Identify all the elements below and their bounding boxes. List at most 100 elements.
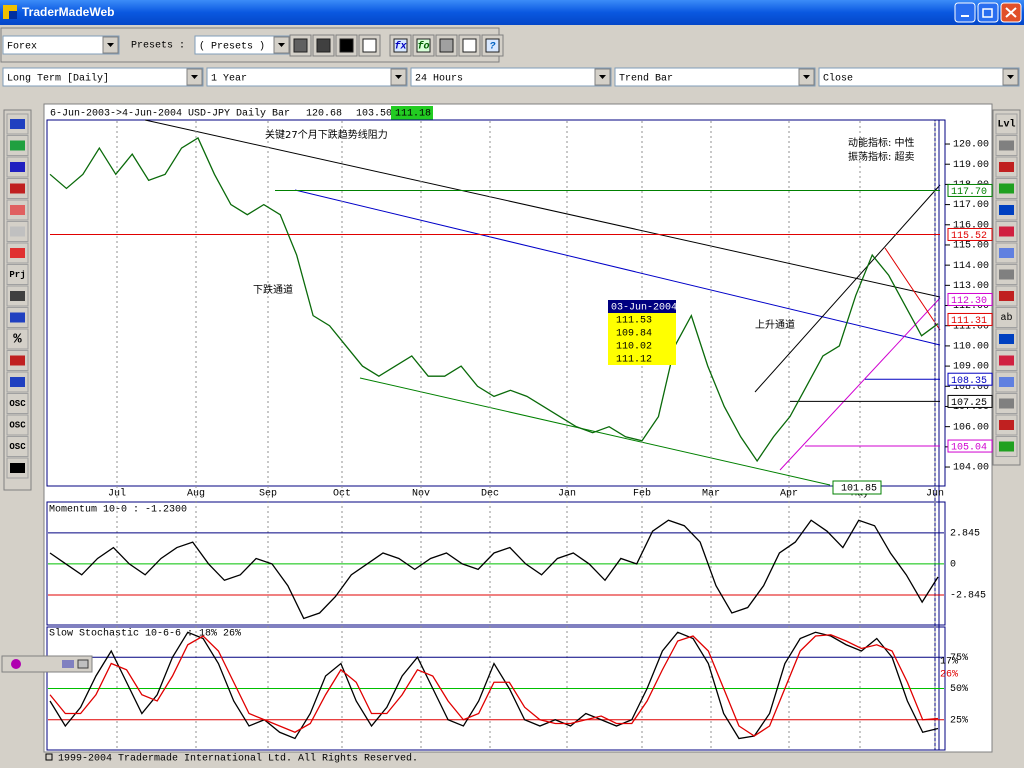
level-label: 108.35 bbox=[951, 376, 987, 387]
month-label: Oct bbox=[333, 489, 351, 500]
price-panel bbox=[46, 119, 946, 487]
level-box bbox=[947, 227, 993, 241]
chart-low: 103.50 bbox=[356, 109, 392, 120]
tooltip-value: 111.12 bbox=[616, 355, 652, 366]
level-box bbox=[947, 394, 993, 408]
month-label: Feb bbox=[633, 488, 651, 500]
y-tick-label: -2.845 bbox=[950, 591, 986, 602]
combobox[interactable] bbox=[818, 67, 1020, 87]
level-box bbox=[947, 439, 993, 453]
y-tick-label: 25% bbox=[950, 715, 968, 726]
trend-lines bbox=[144, 119, 941, 750]
right-tool-glyph bbox=[999, 355, 1014, 366]
price-line bbox=[49, 137, 939, 463]
level-label: 112.30 bbox=[951, 296, 987, 307]
restore-button[interactable] bbox=[977, 2, 999, 23]
left-tool-label: OSC bbox=[9, 399, 26, 409]
level-label: 117.70 bbox=[951, 187, 987, 198]
right-tool-label: Lvl bbox=[997, 119, 1015, 131]
minimize-button[interactable] bbox=[954, 2, 976, 23]
left-tool-button[interactable] bbox=[6, 328, 29, 350]
level-box bbox=[947, 372, 993, 386]
combobox-value: Close bbox=[823, 73, 853, 85]
d-label: 26% bbox=[940, 670, 958, 681]
left-tool-button[interactable] bbox=[6, 393, 29, 414]
combobox[interactable] bbox=[206, 67, 408, 87]
stochastic-line bbox=[49, 631, 939, 740]
up-channel-line bbox=[754, 184, 941, 393]
toolbar-glyph bbox=[439, 38, 454, 53]
left-tool-glyph bbox=[10, 463, 25, 473]
annotation: 动能指标: 中性 bbox=[848, 136, 915, 149]
left-tool-glyph bbox=[10, 291, 25, 301]
y-tick-label: 109.00 bbox=[953, 362, 989, 373]
y-tick-label: 106.00 bbox=[953, 422, 989, 433]
toolbar-glyph bbox=[316, 38, 331, 53]
combobox[interactable] bbox=[410, 67, 612, 87]
y-tick-label: 120.00 bbox=[953, 140, 989, 151]
stochastic-panel bbox=[46, 626, 946, 751]
right-tool-label: ab bbox=[1000, 312, 1012, 324]
left-tool-button[interactable] bbox=[6, 414, 29, 436]
left-tool-label: Prj bbox=[9, 270, 25, 280]
month-label: Mar bbox=[702, 489, 720, 500]
right-tool-glyph bbox=[999, 291, 1014, 301]
tool-icon[interactable] bbox=[62, 660, 74, 668]
level-box bbox=[947, 183, 993, 197]
left-tool-button[interactable] bbox=[6, 264, 29, 285]
momentum-line bbox=[49, 519, 939, 620]
y-tick-label: 2.845 bbox=[950, 529, 980, 540]
footer: 1999-2004 Tradermade International Ltd. … bbox=[58, 753, 418, 765]
minimize-glyph bbox=[961, 15, 969, 17]
left-tool-button[interactable] bbox=[6, 436, 29, 457]
left-tool-glyph bbox=[10, 355, 25, 366]
right-tool-button[interactable] bbox=[995, 307, 1018, 328]
right-tool-button[interactable] bbox=[995, 113, 1018, 135]
combobox[interactable] bbox=[2, 67, 204, 87]
combobox-value: Forex bbox=[7, 42, 37, 53]
resistance-line bbox=[144, 119, 941, 298]
combobox-value: 24 Hours bbox=[415, 74, 463, 85]
month-label: Jan bbox=[558, 489, 576, 500]
tooltip-header bbox=[608, 300, 676, 313]
left-tool-glyph bbox=[10, 226, 25, 237]
combobox-value: ( Presets ) bbox=[199, 41, 265, 53]
left-tool-label: % bbox=[13, 332, 22, 348]
y-tick-label: 117.00 bbox=[953, 200, 989, 211]
panel-title: Momentum 10-0 : -1.2300 bbox=[49, 505, 187, 516]
toolbar-glyph bbox=[462, 38, 477, 53]
up-channel-lower-line bbox=[779, 297, 941, 471]
selector-row: Long Term [Daily] 1 Year 24 Hours Trend Bar… bbox=[2, 67, 1020, 87]
combobox-value: Trend Bar bbox=[619, 73, 673, 85]
toolbar-glyph bbox=[293, 38, 308, 53]
right-tool-glyph bbox=[999, 205, 1014, 215]
low-marker: 101.85 bbox=[841, 484, 877, 495]
toolbar-glyph bbox=[393, 38, 408, 53]
combobox-value: Long Term [Daily] bbox=[7, 73, 109, 85]
close-glyph bbox=[1005, 7, 1017, 18]
left-tool-label: OSC bbox=[9, 420, 26, 430]
toolbar-glyph bbox=[485, 38, 500, 53]
combobox[interactable] bbox=[614, 67, 816, 87]
tooltip-rows: 111.53 109.84 110.02 111.12 bbox=[616, 316, 652, 366]
level-label: 111.31 bbox=[951, 316, 987, 327]
k-label: 17% bbox=[940, 657, 958, 668]
chart-last: 111.18 bbox=[395, 109, 431, 120]
y-tick-label: 119.00 bbox=[953, 160, 989, 171]
month-label: Apr bbox=[780, 489, 798, 500]
month-label: Nov bbox=[412, 489, 430, 500]
annotation: 下跌通道 bbox=[253, 283, 293, 296]
stochastic-line bbox=[49, 634, 939, 737]
tool-icon[interactable] bbox=[77, 659, 89, 669]
combobox-value: 1 Year bbox=[211, 74, 247, 85]
right-tool-glyph bbox=[999, 248, 1014, 258]
tool-icon[interactable] bbox=[11, 659, 21, 669]
month-label: Dec bbox=[481, 489, 499, 500]
level-label: 115.52 bbox=[951, 231, 987, 242]
month-label: Aug bbox=[187, 489, 205, 500]
footer-icon bbox=[45, 753, 53, 761]
left-tool-label: OSC bbox=[9, 442, 26, 452]
annotation: 关键27个月下跌趋势线阻力 bbox=[265, 128, 388, 141]
combobox[interactable] bbox=[2, 35, 120, 55]
